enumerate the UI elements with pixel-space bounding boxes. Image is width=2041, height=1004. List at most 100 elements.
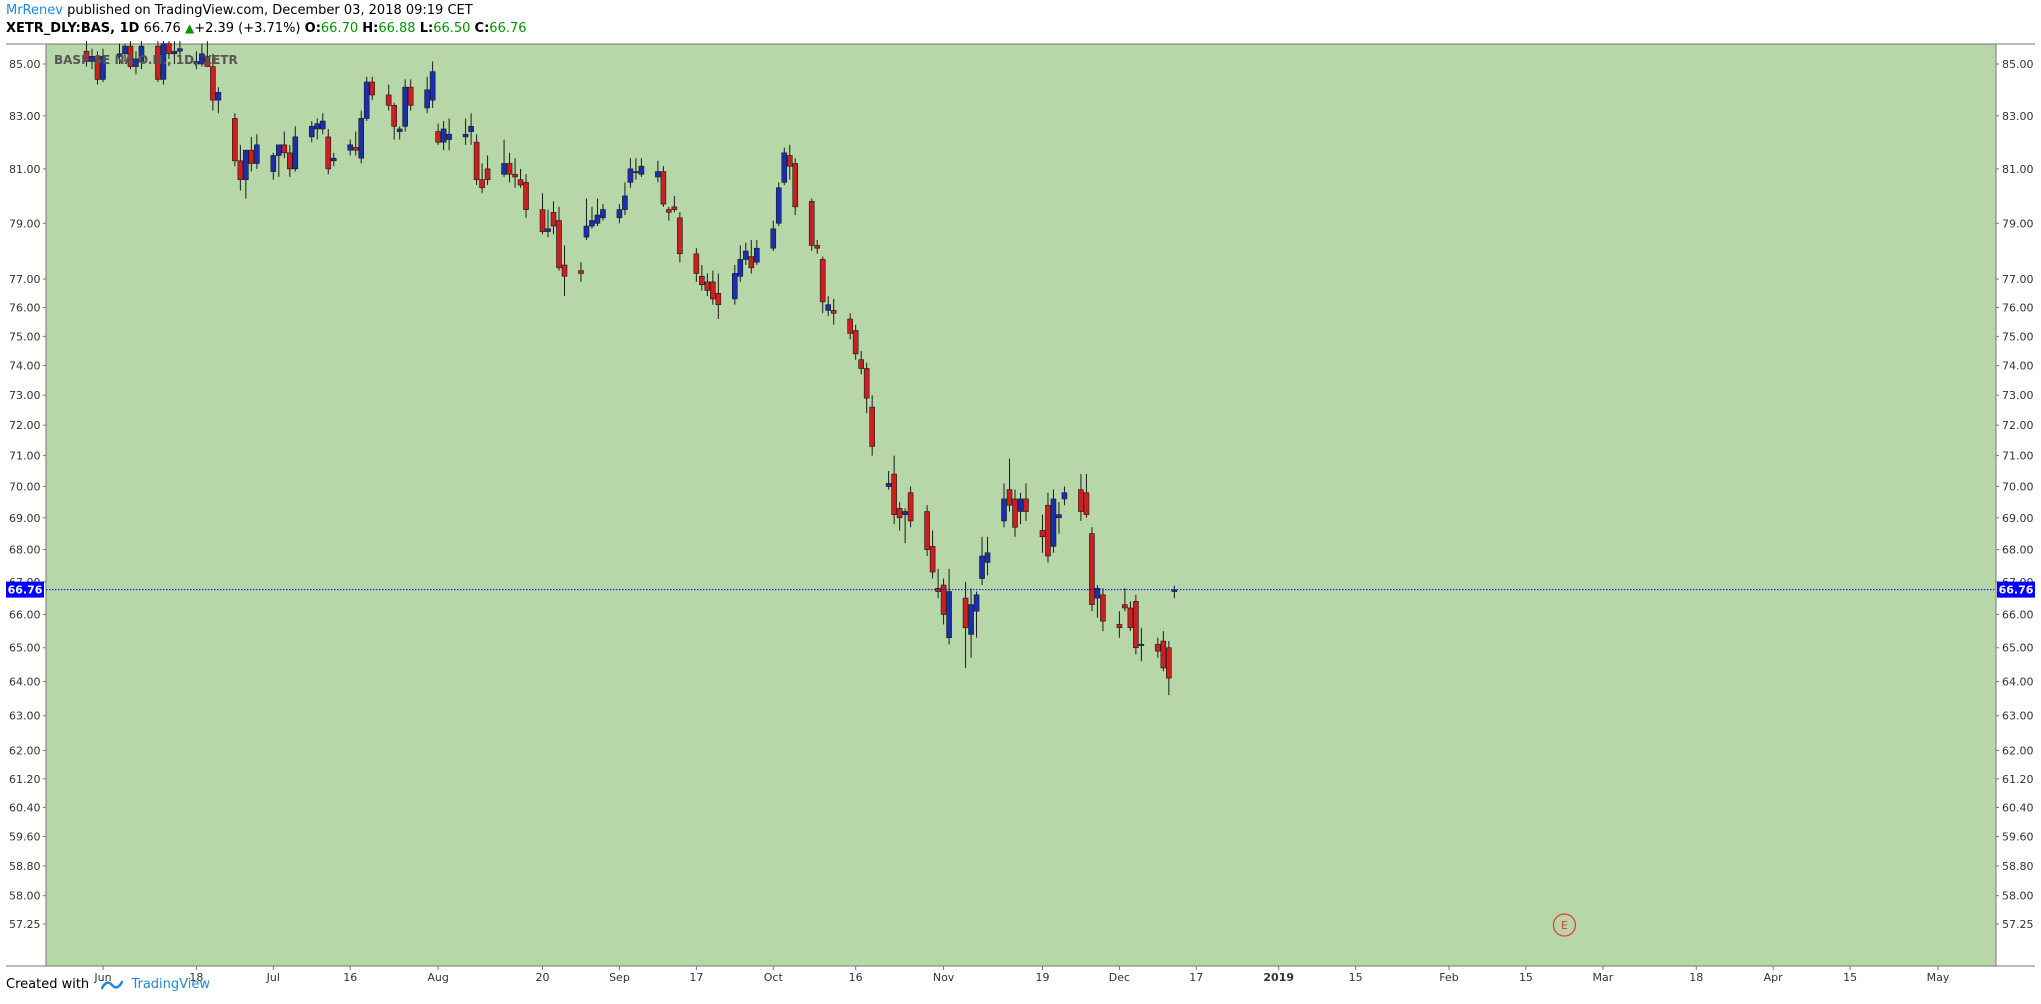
y-tick-label: 61.20 <box>2002 773 2034 786</box>
footer: Created with TradingView <box>6 977 210 992</box>
y-tick-label: 77.00 <box>2002 273 2034 286</box>
x-tick-label: 20 <box>536 971 550 984</box>
candle-bear <box>1039 530 1046 538</box>
candle-bull <box>775 187 782 224</box>
candle-bear <box>210 66 216 101</box>
candle-bear <box>786 155 793 167</box>
y-tick-label: 79.00 <box>9 217 41 230</box>
right-price-axis[interactable]: 85.00 83.00 81.00 79.00 77.00 76.00 75.00 74.00… <box>1996 58 2034 931</box>
candle-bull <box>984 552 991 563</box>
y-tick-label: 70.00 <box>9 480 41 493</box>
earnings-label: E <box>1561 919 1568 932</box>
y-tick-label: 58.80 <box>9 860 41 873</box>
candle-bull <box>589 220 595 227</box>
candle-bull <box>1061 492 1068 500</box>
candle-bear <box>677 217 683 255</box>
candle-bull <box>424 89 430 109</box>
candle-bear <box>847 318 853 334</box>
candle-bear <box>369 81 376 96</box>
candle-bull <box>254 144 260 164</box>
y-tick-label: 83.00 <box>9 110 41 123</box>
candle-bull <box>138 45 145 62</box>
candle-bear <box>561 264 568 277</box>
candle-bull <box>270 155 277 172</box>
y-tick-label: 72.00 <box>9 419 41 432</box>
candle-bull <box>446 133 452 140</box>
close-label: C: <box>474 21 490 36</box>
high-label: H: <box>362 21 379 36</box>
candle-bull <box>308 126 315 138</box>
candle-bull <box>885 483 892 487</box>
y-tick-label: 63.00 <box>2002 710 2034 723</box>
candle-bear <box>814 245 821 249</box>
candle-bull <box>633 171 639 174</box>
y-tick-label: 69.00 <box>9 512 41 525</box>
candle-bear <box>506 163 513 175</box>
open-value: 66.70 <box>320 21 359 36</box>
candle-bull <box>583 225 590 238</box>
candle-bull <box>627 168 634 183</box>
candle-bull <box>1094 587 1101 599</box>
author-link[interactable]: MrRenev <box>6 3 63 18</box>
candle-bear <box>929 546 936 573</box>
last-price-line-group: 66.76 66.76 <box>6 581 2035 598</box>
candle-bear <box>517 179 524 186</box>
y-tick-label: 68.00 <box>2002 544 2034 557</box>
y-tick-label: 68.00 <box>9 544 41 557</box>
candle-bull <box>292 136 299 170</box>
left-price-axis[interactable]: 85.00 83.00 81.00 79.00 77.00 76.00 75.00 74.00… <box>9 58 46 931</box>
candle-bear <box>352 147 359 151</box>
time-axis[interactable]: Jun 18 Jul 16 Aug 20 Sep 17 Oct 16 Nov 19 Dec 17 2019 1… <box>93 966 1950 984</box>
y-tick-label: 72.00 <box>2002 419 2034 432</box>
y-tick-label: 71.00 <box>2002 450 2034 463</box>
candle-bear <box>830 310 837 314</box>
candle-bull <box>319 120 326 130</box>
candle-bull <box>133 58 139 67</box>
y-tick-label: 75.00 <box>2002 330 2034 343</box>
candle-bear <box>204 56 211 67</box>
tradingview-link[interactable]: TradingView <box>131 977 210 992</box>
candle-bear <box>1089 533 1095 605</box>
y-tick-label: 58.00 <box>2002 890 2034 903</box>
candle-bear <box>1127 607 1134 629</box>
y-tick-label: 74.00 <box>2002 360 2034 373</box>
last-price-badge-text: 66.76 <box>1999 584 2034 597</box>
candle-bear <box>962 597 969 629</box>
candle-bull <box>177 48 183 52</box>
candle-bear <box>924 511 930 550</box>
y-tick-label: 85.00 <box>9 58 41 71</box>
series-legend[interactable]: BASF SE NA O.N., 1D, XETR <box>54 53 238 67</box>
y-tick-label: 85.00 <box>2002 58 2034 71</box>
y-tick-label: 57.25 <box>9 918 41 931</box>
candle-bull <box>347 144 354 151</box>
y-tick-label: 76.00 <box>9 302 41 315</box>
candle-bull <box>622 195 628 210</box>
x-tick-label: Dec <box>1109 971 1130 984</box>
candle-bull <box>1056 514 1062 519</box>
candle-bull <box>1050 498 1057 547</box>
candle-bull <box>594 214 601 224</box>
y-tick-label: 58.00 <box>9 890 41 903</box>
candle-bear <box>940 584 947 615</box>
earnings-marker[interactable]: E <box>1552 913 1577 937</box>
open-label: O: <box>304 21 321 36</box>
x-tick-label: Jun <box>93 971 111 984</box>
low-label: L: <box>419 21 434 36</box>
candle-bear <box>512 173 518 178</box>
low-value: 66.50 <box>433 21 471 36</box>
last-price-badge-text: 66.76 <box>8 584 43 597</box>
candle-bull <box>655 171 661 178</box>
candle-bear <box>660 171 667 205</box>
candle-bull <box>462 133 469 138</box>
x-tick-label: Jul <box>266 971 280 984</box>
candle-bear <box>699 275 705 286</box>
candle-bull <box>600 209 606 219</box>
candle-bull <box>160 43 167 80</box>
y-tick-label: 66.00 <box>9 609 41 622</box>
x-tick-label: Mar <box>1592 971 1613 984</box>
candle-bull <box>545 228 551 232</box>
candle-bull <box>396 128 403 132</box>
candle-bear <box>94 56 101 80</box>
y-tick-label: 75.00 <box>9 330 41 343</box>
